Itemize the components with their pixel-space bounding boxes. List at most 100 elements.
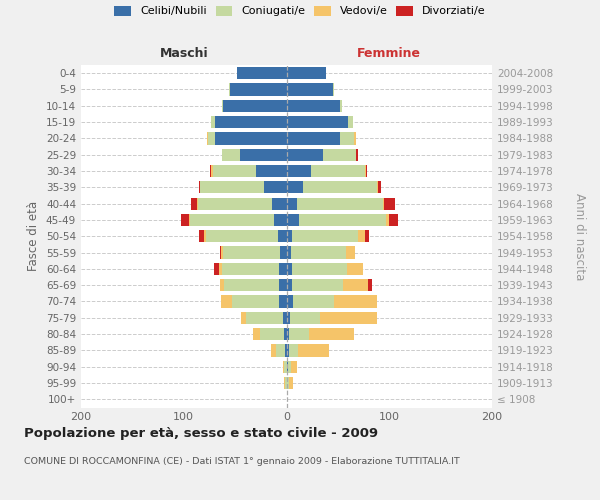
Bar xyxy=(299,214,386,226)
Bar xyxy=(384,198,395,209)
Bar xyxy=(355,132,356,144)
Bar xyxy=(253,328,260,340)
Bar xyxy=(232,296,280,308)
Bar xyxy=(289,344,298,356)
Bar xyxy=(214,263,218,275)
Bar xyxy=(287,312,290,324)
Bar xyxy=(389,214,398,226)
Bar xyxy=(358,230,365,242)
Bar xyxy=(287,116,348,128)
Bar xyxy=(197,198,198,209)
Bar xyxy=(323,148,356,161)
Bar xyxy=(303,181,377,194)
Bar xyxy=(334,296,377,308)
Bar xyxy=(272,198,287,209)
Bar xyxy=(298,344,329,356)
Bar xyxy=(297,198,383,209)
Bar xyxy=(221,296,232,308)
Bar xyxy=(333,84,334,96)
Bar xyxy=(343,279,368,291)
Legend: Celibi/Nubili, Coniugati/e, Vedovi/e, Divorziati/e: Celibi/Nubili, Coniugati/e, Vedovi/e, Di… xyxy=(115,6,485,16)
Bar xyxy=(378,181,381,194)
Bar xyxy=(386,214,389,226)
Bar xyxy=(289,377,293,389)
Bar xyxy=(280,263,287,275)
Bar xyxy=(287,263,292,275)
Bar xyxy=(211,165,212,177)
Bar xyxy=(287,67,326,80)
Bar xyxy=(287,279,292,291)
Bar xyxy=(287,230,292,242)
Bar xyxy=(286,344,287,356)
Bar xyxy=(215,132,287,144)
Bar xyxy=(287,165,311,177)
Bar xyxy=(247,312,283,324)
Bar xyxy=(222,148,240,161)
Bar xyxy=(290,360,297,373)
Bar xyxy=(208,132,215,144)
Bar xyxy=(230,84,287,96)
Bar xyxy=(215,116,287,128)
Bar xyxy=(347,263,362,275)
Bar xyxy=(190,214,274,226)
Bar xyxy=(292,230,358,242)
Bar xyxy=(181,214,189,226)
Bar xyxy=(276,344,286,356)
Y-axis label: Fasce di età: Fasce di età xyxy=(28,201,40,272)
Bar xyxy=(287,198,297,209)
Bar xyxy=(284,377,286,389)
Bar xyxy=(365,165,367,177)
Bar xyxy=(211,116,215,128)
Bar xyxy=(340,132,355,144)
Bar xyxy=(377,181,378,194)
Bar xyxy=(274,214,287,226)
Bar xyxy=(287,296,293,308)
Bar xyxy=(287,377,289,389)
Text: COMUNE DI ROCCAMONFINA (CE) - Dati ISTAT 1° gennaio 2009 - Elaborazione TUTTITAL: COMUNE DI ROCCAMONFINA (CE) - Dati ISTAT… xyxy=(24,458,460,466)
Bar xyxy=(292,279,343,291)
Text: Popolazione per età, sesso e stato civile - 2009: Popolazione per età, sesso e stato civil… xyxy=(24,428,378,440)
Bar xyxy=(287,84,333,96)
Bar xyxy=(200,181,264,194)
Bar xyxy=(280,279,287,291)
Bar xyxy=(365,230,369,242)
Bar xyxy=(340,100,342,112)
Bar xyxy=(368,279,372,291)
Bar xyxy=(278,230,287,242)
Bar xyxy=(287,148,323,161)
Bar xyxy=(356,148,358,161)
Bar xyxy=(286,377,287,389)
Bar xyxy=(280,246,287,258)
Bar xyxy=(290,312,320,324)
Text: Femmine: Femmine xyxy=(357,47,421,60)
Bar xyxy=(290,246,346,258)
Bar xyxy=(284,360,287,373)
Bar xyxy=(287,246,290,258)
Bar xyxy=(280,296,287,308)
Bar xyxy=(240,148,287,161)
Bar xyxy=(283,312,287,324)
Bar xyxy=(191,198,197,209)
Bar xyxy=(287,132,340,144)
Bar xyxy=(237,67,287,80)
Bar xyxy=(284,328,287,340)
Bar xyxy=(229,84,230,96)
Bar xyxy=(383,198,384,209)
Bar xyxy=(189,214,190,226)
Bar xyxy=(346,246,355,258)
Bar xyxy=(223,246,280,258)
Bar xyxy=(204,230,206,242)
Bar xyxy=(206,230,278,242)
Bar xyxy=(241,312,247,324)
Bar xyxy=(289,328,309,340)
Bar xyxy=(309,328,355,340)
Bar xyxy=(287,100,340,112)
Bar xyxy=(264,181,287,194)
Bar xyxy=(222,100,223,112)
Bar xyxy=(287,214,299,226)
Bar xyxy=(287,344,289,356)
Bar xyxy=(220,279,224,291)
Bar xyxy=(320,312,377,324)
Bar xyxy=(311,165,365,177)
Bar xyxy=(222,263,280,275)
